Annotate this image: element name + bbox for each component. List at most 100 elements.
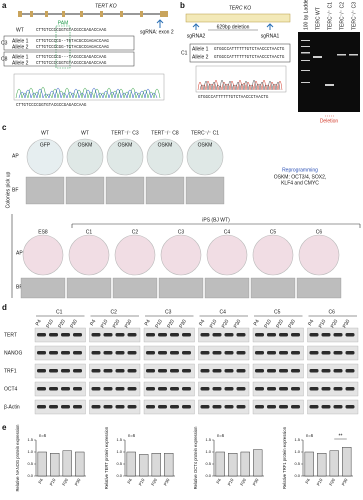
blot-band bbox=[255, 333, 264, 337]
bar bbox=[215, 451, 225, 477]
blot-band bbox=[291, 369, 300, 373]
passage-label: P4 bbox=[35, 318, 43, 326]
blot-band bbox=[49, 351, 58, 355]
pam-label: PAM bbox=[58, 20, 68, 26]
blot-band bbox=[255, 369, 264, 373]
passage-label: P20 bbox=[275, 318, 285, 329]
blot-strip bbox=[198, 381, 250, 397]
blot-band bbox=[91, 387, 101, 391]
x-tick-label: P10 bbox=[49, 477, 57, 487]
blot-band bbox=[91, 333, 101, 337]
bar bbox=[37, 451, 47, 477]
y-tick-label: 0.0 bbox=[116, 473, 122, 478]
blot-strip bbox=[89, 381, 141, 397]
blot-band bbox=[170, 333, 179, 337]
culture-plate bbox=[160, 234, 202, 276]
blot-band bbox=[321, 333, 331, 337]
culture-plate bbox=[252, 234, 294, 276]
blot-band bbox=[255, 351, 264, 355]
gel-lane-label: 100 bp Ladder bbox=[303, 0, 309, 30]
clone-header: C5 bbox=[274, 309, 281, 315]
passage-label: P30 bbox=[287, 318, 297, 329]
y-tick-label: 1.0 bbox=[116, 449, 122, 454]
sample-size: n=6 bbox=[39, 433, 47, 438]
passage-label: P4 bbox=[307, 318, 315, 326]
blot-strip bbox=[143, 363, 195, 379]
blot-band bbox=[127, 333, 137, 337]
bar bbox=[253, 449, 263, 477]
culture-plate bbox=[114, 234, 156, 276]
y-tick-label: 0.5 bbox=[116, 461, 122, 466]
allele-label: Allele 2 bbox=[192, 54, 209, 60]
blot-band bbox=[279, 405, 288, 409]
brightfield-image bbox=[158, 277, 204, 299]
passage-label: P20 bbox=[166, 318, 176, 329]
blot-strip bbox=[34, 363, 86, 379]
ips-label: iPS (BJ WT) bbox=[202, 217, 230, 223]
bar bbox=[50, 453, 60, 477]
blot-strip bbox=[34, 327, 86, 343]
blot-band bbox=[279, 351, 288, 355]
passage-label: P20 bbox=[221, 318, 231, 329]
y-tick-label: 1.5 bbox=[27, 437, 33, 442]
bar bbox=[240, 451, 250, 477]
blot-band bbox=[200, 369, 210, 373]
plate-label: OSKM bbox=[118, 142, 133, 148]
column-header: ES8 bbox=[38, 229, 48, 235]
blot-band bbox=[127, 405, 137, 409]
blot-band bbox=[37, 351, 46, 355]
blot-band bbox=[182, 351, 191, 355]
blot-band bbox=[333, 405, 343, 409]
blot-band bbox=[158, 369, 167, 373]
blot-band bbox=[200, 333, 210, 337]
blot-band bbox=[91, 351, 101, 355]
x-tick-label: P30 bbox=[163, 477, 171, 487]
gene-title: TERC KO bbox=[229, 5, 251, 11]
blot-band bbox=[158, 333, 167, 337]
blot-band bbox=[236, 369, 246, 373]
blot-band bbox=[267, 405, 276, 409]
blot-strip bbox=[198, 327, 250, 343]
passage-label: P20 bbox=[330, 318, 340, 329]
sequence: GTGGCCATTTTTTGTCTAACCCTAACTG bbox=[214, 48, 285, 52]
blot-band bbox=[279, 387, 288, 391]
blot-band bbox=[49, 405, 58, 409]
sgrna-label: sgRNA2 bbox=[187, 33, 206, 39]
blot-strip bbox=[307, 399, 359, 415]
row-label: BF bbox=[16, 284, 22, 290]
sgrna-label: sgRNA1 bbox=[261, 33, 280, 39]
wt-label: WT bbox=[16, 27, 24, 33]
sequence: CTTGTCCCCGG-TGTACGCCGAGACCAAG bbox=[36, 46, 109, 50]
blot-band bbox=[236, 333, 246, 337]
y-axis-label: Relative NANOG protein expression bbox=[15, 424, 20, 492]
blot-band bbox=[73, 387, 82, 391]
blot-band bbox=[224, 387, 234, 391]
blot-band bbox=[146, 405, 155, 409]
blot-band bbox=[333, 369, 343, 373]
blot-band bbox=[115, 369, 125, 373]
y-tick-label: 1.0 bbox=[205, 449, 211, 454]
blot-band bbox=[345, 387, 355, 391]
blot-band bbox=[146, 351, 155, 355]
column-header: C2 bbox=[132, 229, 139, 235]
column-header: C5 bbox=[270, 229, 277, 235]
blot-band bbox=[115, 387, 125, 391]
blot-strip bbox=[34, 381, 86, 397]
blot-band bbox=[200, 387, 210, 391]
passage-label: P4 bbox=[198, 318, 206, 326]
gel-lane-label: TERC⁻/⁻ C3 bbox=[351, 2, 357, 30]
x-tick-label: P4 bbox=[126, 477, 133, 485]
panel-letter: a bbox=[2, 1, 7, 10]
blot-band bbox=[73, 405, 82, 409]
y-axis-label: Relative TERT protein expression bbox=[104, 426, 109, 489]
passage-label: P30 bbox=[342, 318, 352, 329]
row-label: BF bbox=[12, 187, 18, 193]
blot-band bbox=[146, 369, 155, 373]
sample-size: n=6 bbox=[128, 433, 136, 438]
blot-strip bbox=[143, 399, 195, 415]
y-tick-label: 1.5 bbox=[294, 437, 300, 442]
x-tick-label: P4 bbox=[37, 477, 44, 485]
y-tick-label: 1.0 bbox=[294, 449, 300, 454]
gel-lane-label: TERC⁻/⁻ C2 bbox=[339, 2, 345, 30]
